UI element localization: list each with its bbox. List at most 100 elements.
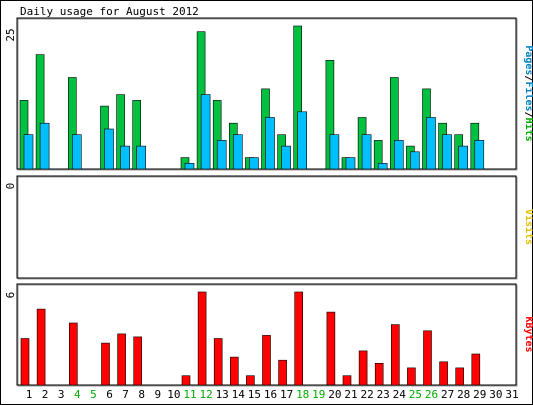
bottom-panel: 6 KBytes xyxy=(4,283,533,387)
x-tick-label-day-20: 20 xyxy=(328,388,341,401)
middle-legend: Visits xyxy=(523,209,533,245)
top-bar-files-day-16 xyxy=(265,117,275,170)
bottom-bar-kbytes-day-20 xyxy=(326,311,336,386)
top-bar-files-day-21 xyxy=(345,157,356,170)
top-bar-files-day-4 xyxy=(72,134,82,170)
x-tick-label-day-13: 13 xyxy=(216,388,229,401)
top-bar-files-day-25 xyxy=(410,151,420,170)
bottom-bar-kbytes-day-18 xyxy=(294,291,304,386)
bottom-bar-kbytes-day-28 xyxy=(455,367,465,386)
top-bar-files-day-22 xyxy=(361,134,372,170)
x-tick-label-day-23: 23 xyxy=(377,388,390,401)
x-tick-label-day-28: 28 xyxy=(457,388,470,401)
x-tick-label-day-7: 7 xyxy=(122,388,129,401)
bottom-bar-kbytes-day-29 xyxy=(471,353,481,386)
top-bar-files-day-27 xyxy=(442,134,452,170)
bottom-legend-item-0: KBytes xyxy=(523,316,533,352)
x-tick-label-day-3: 3 xyxy=(58,388,65,401)
top-bar-files-day-24 xyxy=(393,140,404,170)
middle-panel: 0 Visits xyxy=(4,175,533,280)
top-legend: Pages/Files/Hits xyxy=(523,45,533,141)
middle-panel-shadow xyxy=(17,176,518,280)
x-tick-label-day-10: 10 xyxy=(167,388,180,401)
bottom-bar-kbytes-day-25 xyxy=(407,367,416,386)
bottom-bar-kbytes-day-1 xyxy=(20,338,30,386)
middle-ymax-label: 0 xyxy=(4,183,17,190)
top-bar-files-day-8 xyxy=(136,145,146,170)
x-tick-label-day-9: 9 xyxy=(154,388,161,401)
top-bar-files-day-2 xyxy=(39,122,50,170)
middle-panel-frame xyxy=(16,175,517,279)
bottom-bar-kbytes-day-8 xyxy=(133,336,142,386)
top-bar-files-day-12 xyxy=(200,94,211,170)
x-tick-label-day-16: 16 xyxy=(264,388,277,401)
x-tick-label-day-19: 19 xyxy=(312,388,325,401)
bottom-bar-kbytes-day-23 xyxy=(374,362,384,386)
top-bar-files-day-6 xyxy=(104,128,114,170)
x-tick-label-day-14: 14 xyxy=(232,388,246,401)
top-bar-files-day-20 xyxy=(329,134,340,170)
bottom-bar-kbytes-day-14 xyxy=(230,356,239,386)
bottom-bar-kbytes-day-15 xyxy=(246,375,255,386)
x-tick-label-day-30: 30 xyxy=(489,388,502,401)
bottom-bar-kbytes-day-27 xyxy=(439,361,448,386)
x-tick-label-day-18: 18 xyxy=(296,388,309,401)
x-tick-label-day-15: 15 xyxy=(248,388,261,401)
x-tick-label-day-31: 31 xyxy=(505,388,518,401)
top-bar-files-day-1 xyxy=(23,134,34,170)
top-legend-item-3: / xyxy=(523,112,533,118)
bottom-bar-kbytes-day-16 xyxy=(262,335,271,386)
x-axis-day-labels: 1 2 3 4 5 6 7 8 9 10 11 12 13 14 15 16 17 18 19 20 21 22 23 24 2… xyxy=(26,388,519,401)
bottom-ymax-label: 6 xyxy=(4,292,17,299)
x-tick-label-day-29: 29 xyxy=(473,388,486,401)
bottom-bar-kbytes-day-11 xyxy=(181,375,191,386)
top-legend-item-1: / xyxy=(523,75,533,81)
bottom-bar-kbytes-day-26 xyxy=(423,330,432,386)
bottom-bar-kbytes-day-6 xyxy=(101,342,110,386)
bottom-bar-kbytes-day-24 xyxy=(390,324,400,386)
x-tick-label-day-2: 2 xyxy=(42,388,49,401)
bottom-legend: KBytes xyxy=(523,316,533,352)
top-bar-files-day-26 xyxy=(426,117,436,170)
x-tick-label-day-24: 24 xyxy=(393,388,407,401)
x-tick-label-day-26: 26 xyxy=(425,388,438,401)
top-bar-files-day-23 xyxy=(377,163,388,170)
top-bar-files-day-11 xyxy=(184,163,195,170)
bottom-bar-kbytes-day-22 xyxy=(358,350,368,386)
bottom-panel-shadow xyxy=(17,284,518,387)
x-tick-label-day-11: 11 xyxy=(183,388,196,401)
top-bar-files-day-15 xyxy=(249,157,259,170)
top-bar-files-day-18 xyxy=(297,111,308,170)
bottom-bar-kbytes-day-17 xyxy=(278,359,287,386)
x-tick-label-day-1: 1 xyxy=(26,388,33,401)
x-tick-label-day-27: 27 xyxy=(441,388,454,401)
top-ymax-label: 25 xyxy=(4,28,17,41)
x-tick-label-day-6: 6 xyxy=(106,388,113,401)
x-tick-label-day-8: 8 xyxy=(138,388,145,401)
bottom-bar-kbytes-day-7 xyxy=(117,333,126,386)
top-bar-files-day-29 xyxy=(474,140,485,170)
bottom-bar-kbytes-day-21 xyxy=(342,375,352,386)
top-bar-files-day-7 xyxy=(120,145,130,170)
top-bar-files-day-14 xyxy=(233,134,243,170)
top-bar-files-day-17 xyxy=(281,145,291,170)
top-panel-shadow xyxy=(17,18,518,171)
top-bar-files-day-13 xyxy=(216,140,227,170)
x-tick-label-day-12: 12 xyxy=(199,388,212,401)
bottom-bar-kbytes-day-2 xyxy=(36,308,46,386)
middle-legend-item-0: Visits xyxy=(523,209,533,245)
bottom-bar-kbytes-day-13 xyxy=(213,338,223,386)
x-tick-label-day-25: 25 xyxy=(409,388,422,401)
bottom-bar-kbytes-day-12 xyxy=(197,291,207,386)
top-legend-item-2: Files xyxy=(523,81,533,111)
x-tick-label-day-21: 21 xyxy=(344,388,357,401)
top-legend-item-4: Hits xyxy=(523,118,533,142)
x-tick-label-day-4: 4 xyxy=(74,388,81,401)
top-legend-item-0: Pages xyxy=(523,45,533,75)
x-tick-label-day-22: 22 xyxy=(360,388,373,401)
x-tick-label-day-17: 17 xyxy=(280,388,293,401)
